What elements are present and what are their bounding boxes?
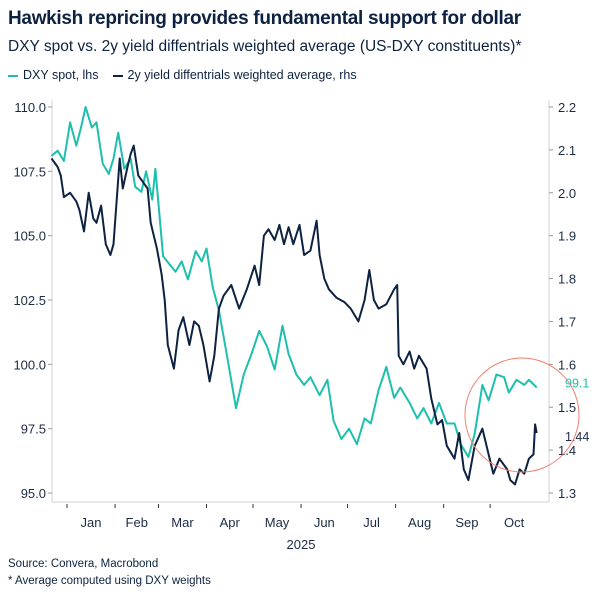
series-line-yield-diff — [50, 144, 538, 486]
source-note: Source: Convera, Macrobond — [8, 558, 159, 570]
y-right-tick-label: 2.1 — [558, 143, 576, 158]
legend-swatch — [112, 74, 123, 77]
x-tick-label: Sep — [455, 515, 478, 530]
y-right-tick-label: 1.9 — [558, 229, 576, 244]
legend: DXY spot, lhs 2y yield diffentrials weig… — [8, 68, 357, 82]
y-right-tick-label: 1.8 — [558, 272, 576, 287]
y-right-tick-label: 1.6 — [558, 357, 576, 372]
y-right-tick-label: 2.0 — [558, 186, 576, 201]
y-left-tick-label: 95.0 — [21, 486, 46, 501]
footnote: * Average computed using DXY weights — [8, 575, 211, 587]
legend-swatch — [8, 74, 18, 77]
chart-title: Hawkish repricing provides fundamental s… — [8, 8, 521, 29]
x-tick-label: Jun — [314, 515, 335, 530]
end-label-yield-diff: 1.44 — [565, 430, 589, 444]
y-left-tick-label: 107.5 — [13, 164, 46, 179]
x-axis-label: 2025 — [287, 537, 316, 552]
chart-subtitle: DXY spot vs. 2y yield diffentrials weigh… — [8, 38, 522, 55]
x-tick-label: Apr — [220, 515, 241, 530]
legend-item-yield: 2y yield diffentrials weighted average, … — [112, 68, 357, 82]
y-left-tick-label: 100.0 — [13, 357, 46, 372]
y-right-tick-label: 1.5 — [558, 400, 576, 415]
y-left-tick-label: 110.0 — [14, 100, 46, 115]
series-line-dxy — [50, 106, 538, 458]
y-right-tick-label: 1.3 — [558, 486, 576, 501]
x-tick-label: May — [265, 515, 290, 530]
x-tick-label: Jul — [363, 515, 380, 530]
y-left-tick-label: 102.5 — [13, 293, 46, 308]
highlight-circle — [464, 357, 580, 473]
y-right-tick-label: 2.2 — [558, 100, 576, 115]
legend-item-dxy: DXY spot, lhs — [8, 68, 99, 82]
y-left-tick-label: 105.0 — [13, 229, 46, 244]
end-label-dxy: 99.1 — [565, 376, 589, 390]
legend-label: DXY spot, lhs — [23, 68, 99, 82]
x-tick-label: Jan — [81, 515, 102, 530]
y-right-tick-label: 1.7 — [558, 314, 576, 329]
y-left-tick-label: 97.5 — [21, 422, 46, 437]
x-tick-label: Mar — [171, 515, 194, 530]
x-tick-label: Oct — [504, 515, 525, 530]
x-tick-label: Feb — [126, 515, 148, 530]
x-tick-label: Aug — [408, 515, 431, 530]
legend-label: 2y yield diffentrials weighted average, … — [127, 68, 357, 82]
